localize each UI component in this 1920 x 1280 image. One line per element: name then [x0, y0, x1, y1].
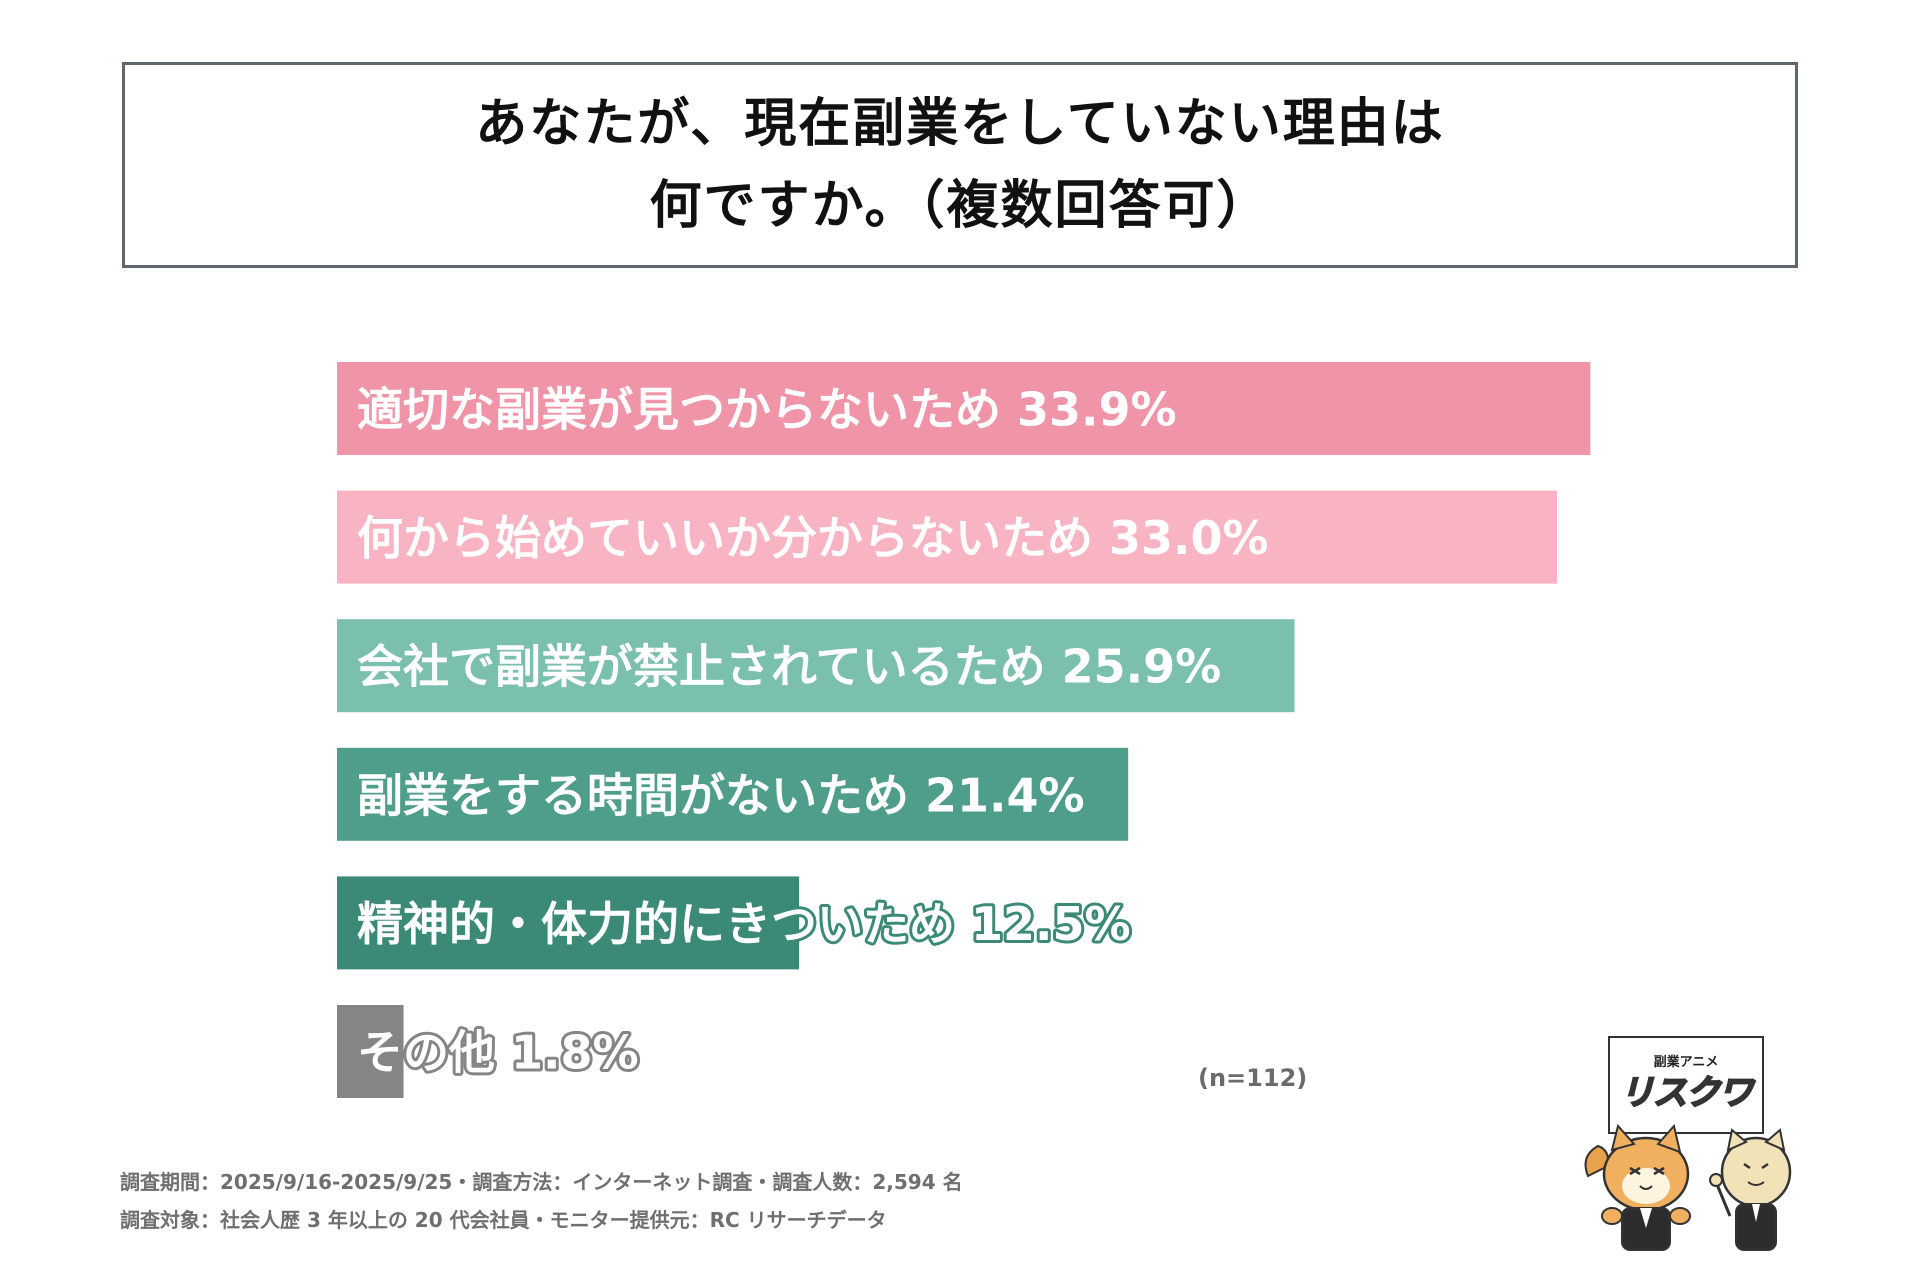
bar-label-4: 副業をする時間がないため 21.4% — [357, 768, 1085, 822]
brand-logo-subtitle: 副業アニメ — [1653, 1055, 1719, 1070]
bar-1 — [337, 362, 1591, 455]
bar-label-3: 会社で副業が禁止されているため 25.9% — [357, 640, 1221, 694]
bar-label-6: その他 1.8% — [357, 1026, 639, 1080]
bar-5 — [337, 876, 800, 970]
brand-logo: 副業アニメ リスクワ — [1608, 1036, 1764, 1134]
sample-size-label: (n=112) — [1198, 1064, 1308, 1092]
cat-mascot-icon — [1709, 1128, 1792, 1251]
chart-title-box: あなたが、現在副業をしていない理由は 何ですか。（複数回答可） — [122, 62, 1798, 268]
shiba-mascot-icon — [1584, 1123, 1691, 1251]
mascot-illustration — [1584, 1123, 1792, 1251]
survey-footnote-period: 調査期間：2025/9/16-2025/9/25・調査方法：インターネット調査・… — [120, 1170, 963, 1194]
bar-4 — [337, 747, 1129, 841]
bar-3 — [337, 619, 1295, 713]
bar-label-5: 精神的・体力的にきついため 12.5% — [357, 897, 1131, 951]
bar-label-2: 何から始めていいか分からないため 33.0% — [357, 511, 1269, 565]
brand-logo-area: 副業アニメ リスクワ — [1578, 1036, 1804, 1256]
brand-logo-name: リスクワ — [1619, 1072, 1754, 1114]
bar-2 — [337, 490, 1558, 584]
survey-footnote-target: 調査対象：社会人歴 3 年以上の 20 代会社員・モニター提供元：RC リサーチ… — [120, 1208, 887, 1232]
chart-title-line-1: あなたが、現在副業をしていない理由は — [475, 94, 1445, 154]
chart-title-line-2: 何ですか。（複数回答可） — [649, 176, 1271, 236]
bar-label-1: 適切な副業が見つからないため 33.9% — [357, 383, 1177, 437]
bar-6 — [337, 1005, 404, 1098]
